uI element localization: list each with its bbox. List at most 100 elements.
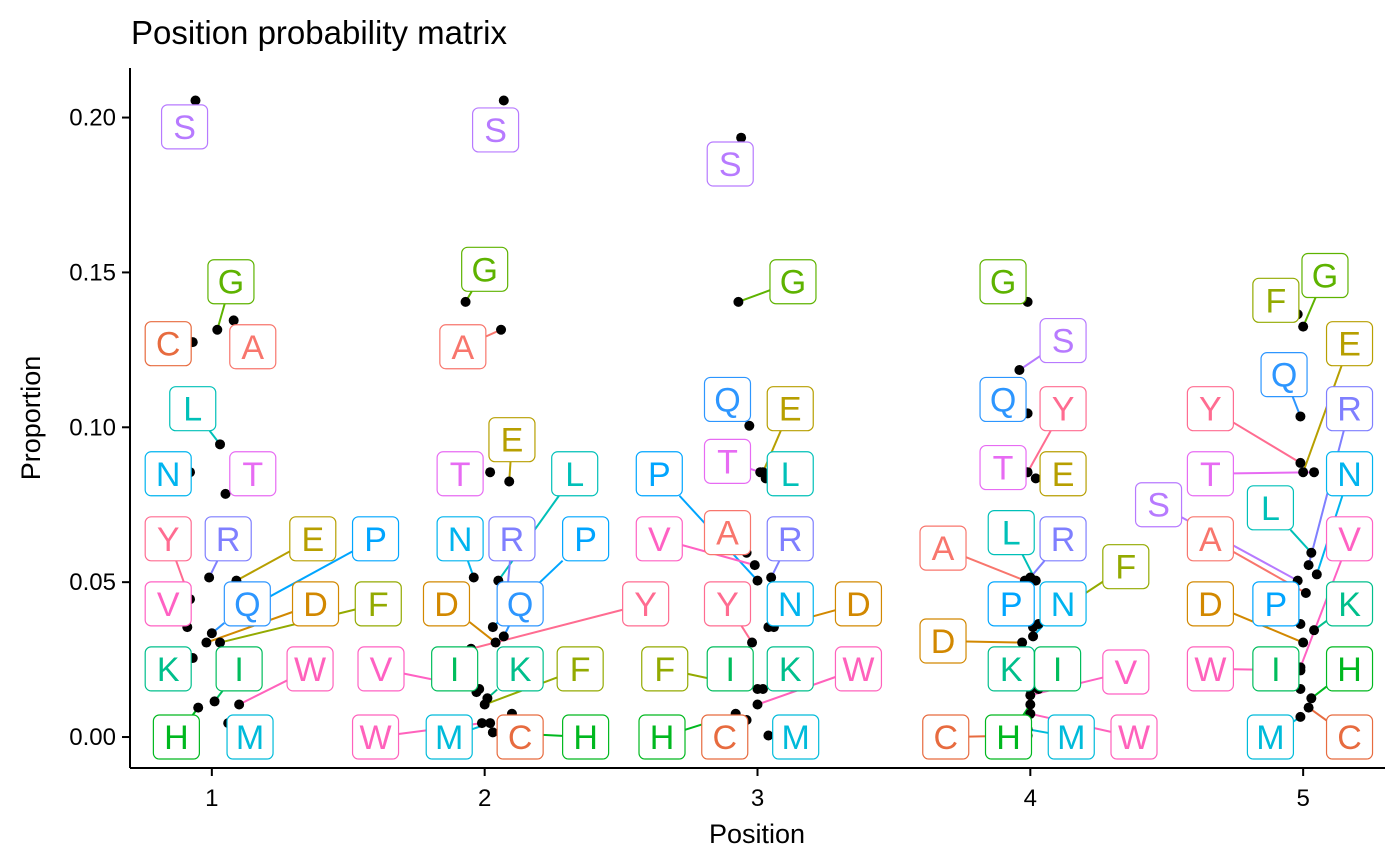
point-label-n: N (436, 516, 484, 562)
label-letter: W (1118, 719, 1150, 757)
point-label-k: K (1325, 581, 1374, 627)
label-box (226, 714, 274, 760)
label-box (488, 417, 536, 463)
label-box (987, 510, 1035, 556)
label-box (144, 646, 192, 692)
label-letter: L (1002, 515, 1021, 553)
label-letter: P (364, 521, 387, 559)
point-label-w: W (834, 646, 883, 692)
data-point-p (487, 622, 498, 633)
label-letter: D (434, 586, 459, 624)
label-box (351, 714, 400, 760)
label-letter: K (1338, 586, 1361, 624)
point-label-a: A (703, 510, 752, 556)
leader-line-e (235, 550, 291, 582)
point-label-t: T (436, 451, 484, 497)
data-points (182, 95, 1322, 741)
label-box (471, 107, 520, 153)
label-box (1186, 646, 1234, 692)
label-letter: Y (157, 521, 180, 559)
label-letter: L (781, 456, 800, 494)
data-point-r (766, 572, 777, 583)
data-point-c (1303, 702, 1314, 713)
label-box (431, 646, 479, 692)
label-box (1246, 485, 1295, 531)
data-point-v (749, 560, 760, 571)
label-letter: F (1115, 549, 1136, 587)
data-point-l (215, 439, 226, 450)
label-box (703, 581, 752, 627)
label-box (1325, 321, 1374, 367)
label-box (1252, 277, 1300, 323)
label-letter: E (779, 391, 802, 429)
label-box (1301, 252, 1349, 299)
label-box (496, 581, 544, 627)
point-label-r: R (204, 516, 252, 562)
label-letter: S (1147, 487, 1170, 525)
label-letter: G (218, 264, 244, 302)
point-label-a: A (439, 324, 487, 370)
label-box (1034, 646, 1082, 692)
x-axis-ticks: 1 2 3 4 5 (205, 768, 1310, 812)
label-letter: E (301, 521, 324, 559)
point-label-i: I (215, 646, 263, 692)
label-letter: E (1338, 326, 1361, 364)
label-letter: T (1200, 456, 1221, 494)
label-box (461, 246, 509, 292)
label-letter: M (236, 719, 264, 757)
data-point-s (498, 95, 509, 106)
point-label-r: R (1325, 386, 1374, 432)
label-letter: A (241, 329, 264, 367)
point-label-t: T (229, 451, 277, 497)
point-label-v: V (144, 581, 192, 627)
label-letter: Q (990, 381, 1016, 419)
y-tick-label: 0.20 (69, 105, 116, 132)
label-box (1186, 581, 1234, 627)
data-point-n (468, 572, 479, 583)
point-label-f: F (641, 646, 689, 692)
point-label-y: Y (622, 581, 670, 627)
label-letter: W (359, 719, 391, 757)
y-tick-label: 0.05 (69, 569, 116, 596)
label-box (144, 581, 192, 627)
label-box (354, 581, 402, 627)
data-point-m (1295, 711, 1306, 722)
point-label-n: N (1039, 581, 1087, 627)
label-box (766, 581, 814, 627)
label-letter: M (435, 719, 463, 757)
label-letter: Y (1199, 391, 1222, 429)
label-letter: P (574, 521, 597, 559)
label-letter: F (570, 651, 591, 689)
point-label-n: N (144, 451, 192, 497)
leader-line-d (468, 621, 497, 644)
data-point-t (1309, 467, 1320, 478)
point-label-e: E (1039, 451, 1087, 497)
label-box (984, 714, 1033, 760)
label-letter: H (1337, 651, 1362, 689)
data-point-q (498, 631, 509, 642)
label-letter: T (450, 456, 471, 494)
x-tick-label: 4 (1024, 785, 1037, 812)
label-letter: L (183, 391, 202, 429)
point-label-k: K (766, 646, 814, 692)
point-label-w: W (286, 646, 334, 692)
leader-line-w (238, 679, 288, 706)
label-box (215, 646, 263, 692)
point-label-i: I (706, 646, 754, 692)
label-box (488, 516, 536, 562)
label-letter: L (565, 456, 584, 494)
data-point-t (485, 467, 496, 478)
label-letter: D (1198, 586, 1223, 624)
data-point-g (460, 296, 471, 307)
point-label-f: F (1102, 544, 1150, 590)
data-point-k (1309, 625, 1320, 636)
data-point-l (1306, 547, 1317, 558)
label-box (152, 714, 200, 760)
label-letter: G (471, 251, 497, 289)
y-axis-title: Proportion (16, 356, 46, 481)
data-point-d (201, 637, 212, 648)
point-label-m: M (772, 714, 820, 760)
label-box (1325, 516, 1374, 562)
data-point-w (476, 718, 487, 729)
label-letter: H (996, 719, 1021, 757)
